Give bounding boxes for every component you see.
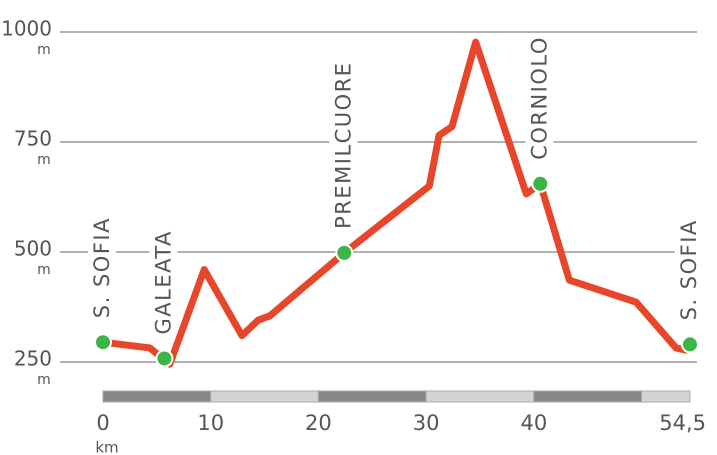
y-unit: m [37,262,51,278]
distance-segment [317,390,427,403]
distance-segment [210,390,319,403]
y-unit: m [37,42,51,58]
place-label: CORNIOLO [527,36,551,160]
label-background [149,228,178,343]
y-unit: m [37,372,51,388]
label-background [675,217,703,329]
y-tick-label: 750 [14,127,52,151]
y-unit: m [37,152,51,168]
distance-segment [102,390,212,403]
place-marker [155,349,174,368]
place-marker [94,333,112,352]
place-label: S. SOFIA [90,217,114,318]
distance-segment [641,390,691,403]
distance-segment [425,390,535,403]
place-label: GALEATA [151,230,175,334]
x-tick-label: 30 [413,411,440,435]
x-unit: km [95,439,118,455]
label-background [329,59,358,237]
distance-segment [533,390,643,403]
x-tick-label: 20 [305,411,332,435]
place-marker [335,243,354,262]
y-tick-label: 1000 [1,17,52,41]
x-tick-label: 10 [197,411,224,435]
place-label: PREMILCUORE [331,61,355,228]
y-tick-label: 250 [14,347,52,371]
elevation-line [99,38,690,368]
label-background [88,215,116,327]
x-tick-label: 40 [520,411,547,435]
y-tick-label: 500 [14,237,52,261]
place-marker [681,335,699,354]
x-tick-label: 54,5 [659,411,706,435]
label-background [525,34,554,168]
place-marker [531,174,550,193]
place-label: S. SOFIA [677,219,701,320]
x-tick-label: 0 [96,411,109,435]
